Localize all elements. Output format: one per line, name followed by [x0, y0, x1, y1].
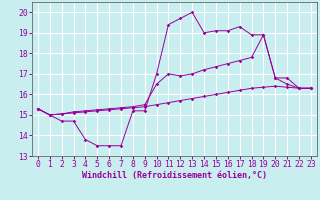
X-axis label: Windchill (Refroidissement éolien,°C): Windchill (Refroidissement éolien,°C) — [82, 171, 267, 180]
